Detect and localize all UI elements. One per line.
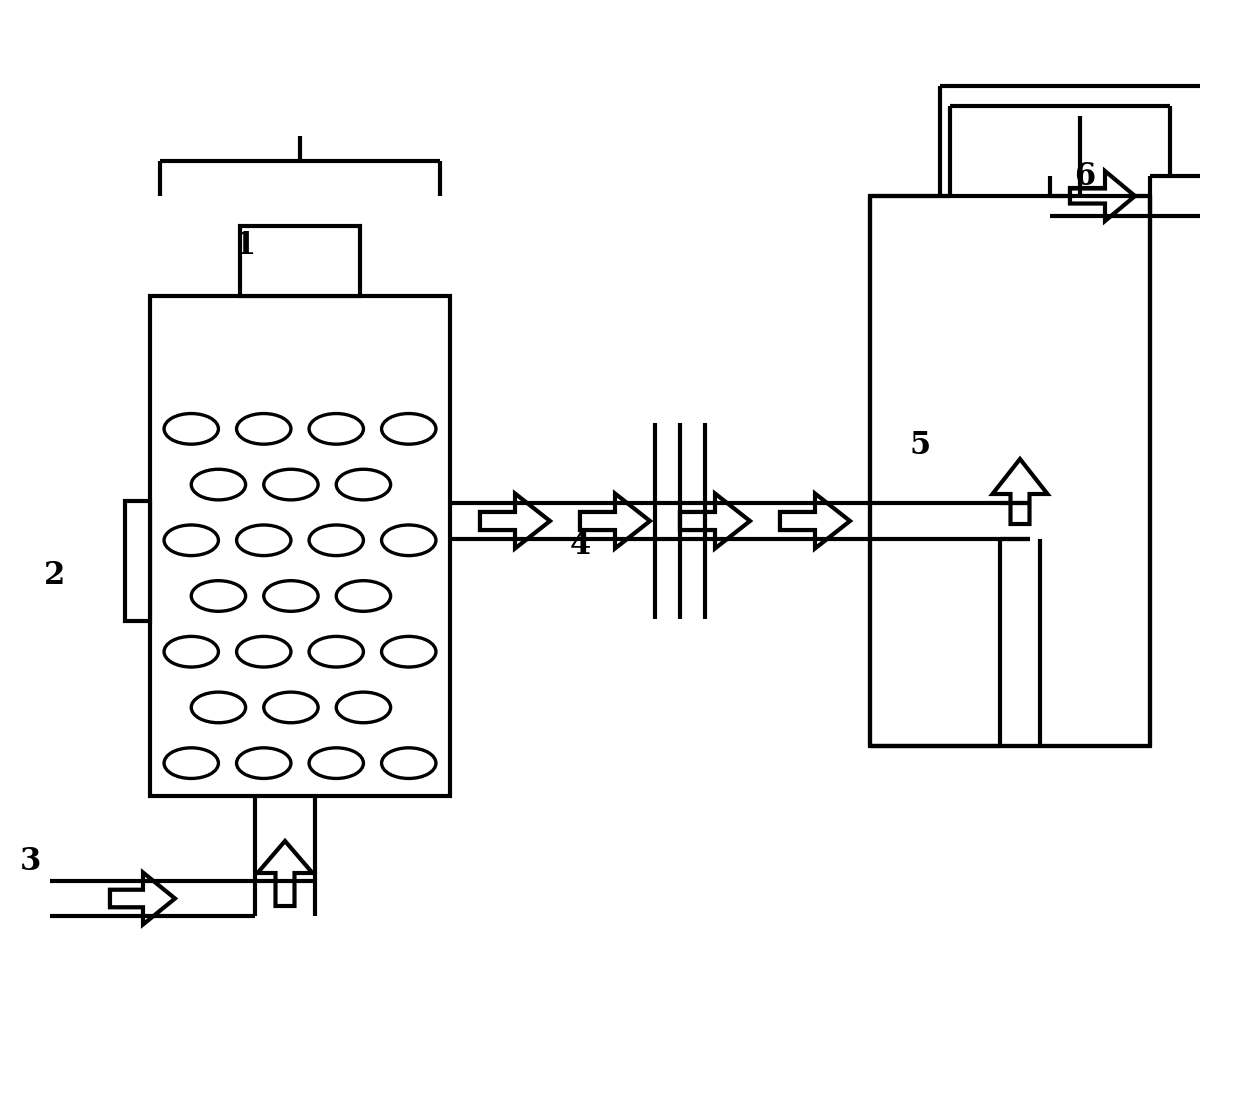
Polygon shape <box>580 493 650 548</box>
Text: 6: 6 <box>1074 160 1096 192</box>
Ellipse shape <box>336 692 391 722</box>
Ellipse shape <box>309 637 363 667</box>
Ellipse shape <box>336 469 391 500</box>
Polygon shape <box>780 493 849 548</box>
Text: 1: 1 <box>234 230 255 262</box>
Text: 5: 5 <box>909 431 930 461</box>
Ellipse shape <box>382 525 436 556</box>
Bar <box>241 226 360 296</box>
Bar <box>125 501 150 621</box>
Bar <box>870 196 1149 746</box>
Ellipse shape <box>382 637 436 667</box>
Ellipse shape <box>309 413 363 444</box>
Ellipse shape <box>191 692 246 722</box>
Text: 3: 3 <box>20 845 41 877</box>
Ellipse shape <box>164 525 218 556</box>
Ellipse shape <box>191 581 246 612</box>
Ellipse shape <box>164 747 218 778</box>
Ellipse shape <box>164 637 218 667</box>
Ellipse shape <box>237 747 291 778</box>
Text: 4: 4 <box>569 530 590 561</box>
Ellipse shape <box>237 525 291 556</box>
Bar <box>780 512 815 530</box>
Ellipse shape <box>382 747 436 778</box>
Ellipse shape <box>264 469 319 500</box>
Ellipse shape <box>309 747 363 778</box>
Bar <box>110 890 143 907</box>
Polygon shape <box>680 493 750 548</box>
Ellipse shape <box>237 413 291 444</box>
Bar <box>680 512 715 530</box>
Polygon shape <box>110 872 175 925</box>
Ellipse shape <box>237 637 291 667</box>
Ellipse shape <box>309 525 363 556</box>
Bar <box>580 512 615 530</box>
Ellipse shape <box>264 692 319 722</box>
Polygon shape <box>258 841 312 906</box>
Ellipse shape <box>191 469 246 500</box>
Ellipse shape <box>382 413 436 444</box>
Ellipse shape <box>264 581 319 612</box>
Ellipse shape <box>164 413 218 444</box>
Polygon shape <box>1070 171 1135 221</box>
Polygon shape <box>480 493 551 548</box>
Bar <box>1070 189 1105 204</box>
Text: 2: 2 <box>45 560 66 592</box>
Bar <box>150 296 450 796</box>
Ellipse shape <box>336 581 391 612</box>
Bar <box>480 512 515 530</box>
Polygon shape <box>992 459 1048 524</box>
